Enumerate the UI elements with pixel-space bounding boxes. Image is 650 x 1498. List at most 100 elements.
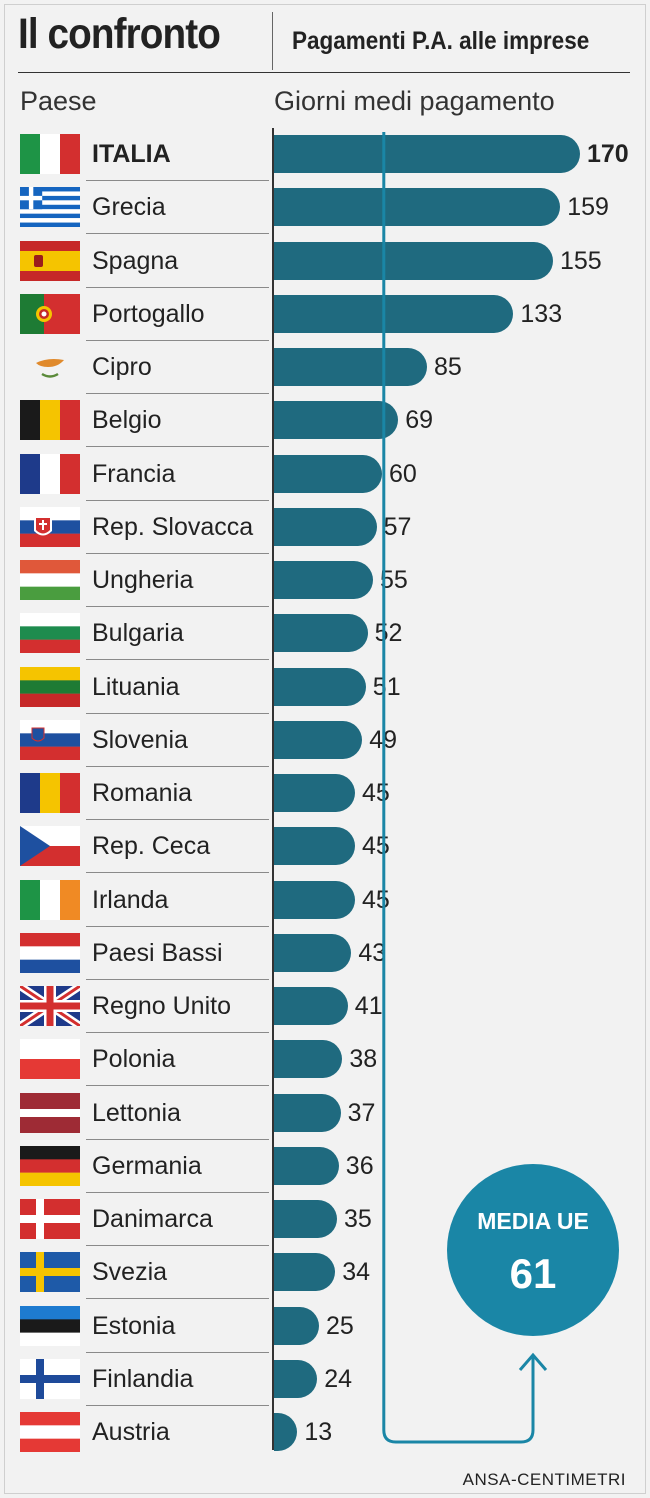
ireland-flag-icon xyxy=(20,879,80,920)
bar-value-label: 37 xyxy=(347,1098,376,1127)
bar-row: Polonia 38 xyxy=(0,1033,650,1087)
country-label: Polonia xyxy=(92,1045,176,1074)
austria-flag-icon xyxy=(20,1412,80,1452)
portugal-flag-icon xyxy=(20,293,80,334)
bar-value-label: 25 xyxy=(326,1311,354,1340)
title-divider xyxy=(272,12,273,70)
row-divider xyxy=(86,1245,269,1246)
bar-value-label: 34 xyxy=(342,1258,370,1287)
bar xyxy=(274,507,377,546)
bar xyxy=(274,1359,318,1398)
bar-row: Estonia 25 xyxy=(0,1300,650,1353)
sweden-flag-icon xyxy=(20,1252,80,1293)
days-column-header: Giorni medi pagamento xyxy=(274,86,555,116)
country-label: Rep. Ceca xyxy=(92,832,211,861)
row-divider xyxy=(86,1404,269,1406)
bar-value-label: 36 xyxy=(345,1151,374,1180)
bar xyxy=(274,454,382,493)
arrow-up-icon xyxy=(518,1352,548,1371)
bar xyxy=(274,1413,298,1451)
country-label: Finlandia xyxy=(92,1364,194,1393)
united-kingdom-flag-icon xyxy=(20,986,80,1026)
chart-title: Il confronto xyxy=(18,10,221,58)
bar-value-label: 57 xyxy=(383,512,412,541)
bar xyxy=(274,933,352,972)
bar-row: Ungheria 55 xyxy=(0,554,650,607)
belgium-flag-icon xyxy=(20,400,80,441)
czech-republic-flag-icon xyxy=(20,826,80,867)
bar-value-label: 133 xyxy=(520,299,563,328)
bar-value-label: 24 xyxy=(324,1364,352,1393)
bar-row: Cipro 85 xyxy=(0,341,650,394)
bar-row: Danimarca 35 xyxy=(0,1193,650,1246)
row-divider xyxy=(86,552,269,554)
row-divider xyxy=(86,925,269,927)
slovenia-flag-icon xyxy=(20,719,80,760)
bar-row: Rep. Ceca 45 xyxy=(0,820,650,874)
row-divider xyxy=(86,1191,269,1193)
row-divider xyxy=(86,286,269,288)
bar-row: Paesi Bassi 43 xyxy=(0,927,650,980)
bar-row: Regno Unito 41 xyxy=(0,980,650,1033)
cyprus-flag-icon xyxy=(20,347,80,387)
country-label: Irlanda xyxy=(92,885,169,914)
row-divider xyxy=(86,712,269,714)
country-label: Portogallo xyxy=(92,299,205,328)
bar xyxy=(274,401,399,440)
row-divider xyxy=(86,339,269,341)
bar xyxy=(274,614,368,653)
bar xyxy=(274,827,355,866)
bar-row: Grecia 159 xyxy=(0,181,650,235)
row-divider xyxy=(86,180,269,181)
bar xyxy=(274,880,355,919)
country-label: Estonia xyxy=(92,1311,176,1340)
bar xyxy=(274,1200,337,1238)
bar-row: Austria 13 xyxy=(0,1406,650,1459)
bar-row: Lettonia 37 xyxy=(0,1087,650,1140)
bar xyxy=(274,1253,336,1292)
bar-row: Belgio 69 xyxy=(0,394,650,448)
row-divider xyxy=(86,233,269,235)
bar-value-label: 52 xyxy=(374,619,403,648)
axis-line xyxy=(272,128,274,1450)
bar-value-label: 13 xyxy=(304,1418,333,1446)
lithuania-flag-icon xyxy=(20,666,80,707)
country-label: Germania xyxy=(92,1151,202,1180)
eu-average-badge: MEDIA UE 61 xyxy=(447,1164,619,1336)
country-label: Grecia xyxy=(92,193,166,222)
average-line xyxy=(382,132,535,1444)
eu-average-value: 61 xyxy=(509,1250,557,1297)
row-divider xyxy=(86,872,269,874)
row-divider xyxy=(86,1085,269,1087)
bar xyxy=(274,135,580,173)
bar-row: Spagna 155 xyxy=(0,235,650,288)
bar-value-label: 60 xyxy=(389,459,417,488)
row-divider xyxy=(86,446,269,448)
bar-row: Lituania 51 xyxy=(0,661,650,714)
bar-value-label: 35 xyxy=(344,1205,372,1233)
row-divider xyxy=(86,499,269,501)
country-label: Slovenia xyxy=(92,725,188,754)
row-divider xyxy=(86,1351,269,1353)
bar xyxy=(274,1040,343,1079)
chart-subtitle: Pagamenti P.A. alle imprese xyxy=(292,27,590,55)
bar-value-label: 43 xyxy=(358,938,387,967)
bar-row: Francia 60 xyxy=(0,448,650,501)
bar xyxy=(274,667,366,706)
bar xyxy=(274,1146,339,1185)
bar-value-label: 38 xyxy=(349,1045,378,1074)
row-divider xyxy=(86,1138,269,1140)
row-divider xyxy=(86,819,269,820)
bar-row: Rep. Slovacca 57 xyxy=(0,501,650,554)
bulgaria-flag-icon xyxy=(20,613,80,654)
bar xyxy=(274,348,427,386)
eu-average-label: MEDIA UE xyxy=(477,1208,589,1234)
row-divider xyxy=(86,606,269,607)
poland-flag-icon xyxy=(20,1039,80,1080)
row-divider xyxy=(86,659,269,661)
bar-row: Finlandia 24 xyxy=(0,1353,650,1406)
bar xyxy=(274,1093,341,1132)
country-label: Romania xyxy=(92,779,193,807)
spain-flag-icon xyxy=(20,240,80,281)
hungary-flag-icon xyxy=(20,560,80,600)
